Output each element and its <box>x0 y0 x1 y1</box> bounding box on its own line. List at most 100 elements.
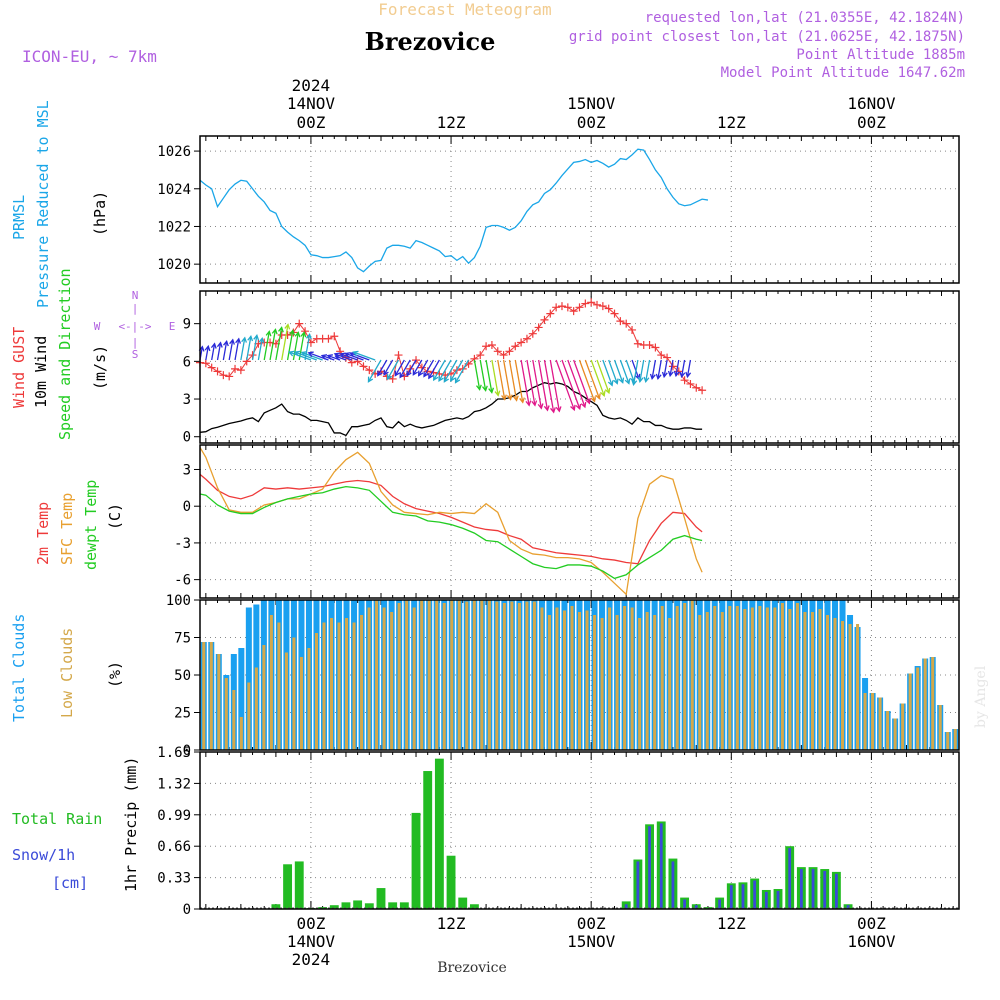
bottom-time-label: 12Z <box>437 914 466 933</box>
snow-bar <box>753 880 757 909</box>
y-tick-label: 1024 <box>157 182 191 198</box>
low-cloud-bar <box>645 612 649 750</box>
wind-arrow-head <box>631 379 638 386</box>
gust-marker <box>569 307 578 316</box>
location-title: Brezovice <box>365 27 496 56</box>
gust-marker <box>353 357 362 366</box>
wind-arrow <box>394 359 405 376</box>
total-cloud-bar <box>245 607 252 750</box>
gust-marker <box>522 334 531 343</box>
low-cloud-bar <box>314 633 318 750</box>
gust-marker <box>633 339 642 348</box>
y-tick-label: -6 <box>174 573 191 589</box>
wind-arrow-head <box>604 387 611 395</box>
wind-arrow-head <box>377 370 383 377</box>
snow-bar <box>718 899 722 909</box>
wind-arrow-head <box>543 405 550 412</box>
wind-arrow-head <box>406 370 412 377</box>
wind-arrow-head <box>418 370 424 377</box>
wind-arrow-head <box>288 350 295 357</box>
low-cloud-bar <box>901 703 905 750</box>
low-cloud-bar <box>593 615 597 750</box>
temp-dew-label: dewpt Temp <box>82 480 100 570</box>
wind-arrow <box>651 359 657 379</box>
rain-bar <box>423 771 433 909</box>
y-tick-label: 100 <box>166 593 191 609</box>
rain-bar <box>703 907 713 909</box>
wind-arrow-head <box>305 333 312 340</box>
low-cloud-bar <box>337 622 341 750</box>
total-cloud-bar <box>238 648 245 750</box>
low-cloud-bar <box>946 732 950 750</box>
wind-arrow-head <box>537 403 544 410</box>
compass-bar-top: | <box>132 302 139 315</box>
rain-bar <box>376 888 386 909</box>
compass-e: E <box>169 320 176 333</box>
gust-marker <box>213 367 222 376</box>
y-tick-label: 3 <box>183 462 191 478</box>
rain-bar <box>446 855 456 909</box>
wind-arrow <box>514 359 524 403</box>
low-cloud-bar <box>284 652 288 750</box>
wind-arrow-head <box>649 373 656 381</box>
gust-marker <box>563 303 572 312</box>
low-cloud-bar <box>435 600 439 750</box>
compass-w: W <box>94 320 101 333</box>
snow-bar <box>683 899 686 909</box>
rain-bar <box>434 758 444 909</box>
rain-bar <box>411 812 421 909</box>
low-cloud-bar <box>916 667 920 750</box>
wind-arrow-head <box>580 401 587 409</box>
gust-marker <box>517 338 526 347</box>
wind-speed-line <box>199 382 703 437</box>
wind-arrow <box>428 359 440 379</box>
wind-arrow-head <box>599 390 606 397</box>
wind-arrow <box>386 359 400 380</box>
wind-arrow <box>345 352 364 361</box>
wind-arrow-head <box>519 397 525 404</box>
wind-arrow-head <box>607 380 614 387</box>
low-cloud-bar <box>420 600 424 750</box>
gust-marker <box>552 303 561 312</box>
wind-gust-label: Wind GUST <box>10 327 28 408</box>
y-tick-label: 1.65 <box>157 745 191 761</box>
wind-arrow-head <box>229 338 235 345</box>
y-tick-label: 1022 <box>157 219 191 235</box>
wind-arrow-head <box>326 354 333 360</box>
wind-arrow-head <box>512 395 519 402</box>
panel-frame <box>199 444 960 599</box>
wind-arrow-head <box>637 376 644 384</box>
wind-arrow-head <box>216 341 223 348</box>
gust-marker <box>616 317 625 326</box>
wind-arrow <box>292 332 299 361</box>
rain-bar <box>458 897 468 909</box>
gust-marker <box>657 351 666 360</box>
low-cloud-bar <box>690 600 694 750</box>
point-altitude: Point Altitude 1885m <box>796 47 965 63</box>
wind-arrow <box>289 351 312 361</box>
low-cloud-bar <box>765 607 769 750</box>
wind-arrow-head <box>590 396 596 403</box>
wind-arrow-head <box>352 350 359 357</box>
top-time-label: 00Z <box>857 113 886 132</box>
wind-arrow <box>479 359 487 391</box>
wind-arrow <box>353 351 376 361</box>
wind-arrow <box>596 359 610 394</box>
low-cloud-bar <box>487 600 491 750</box>
low-cloud-bar <box>382 607 386 750</box>
low-cloud-bar <box>953 729 957 750</box>
low-cloud-bar <box>683 603 687 750</box>
wind-arrow-head <box>204 344 211 352</box>
low-cloud-bar <box>517 603 521 750</box>
bottom-year-label: 2024 <box>292 950 331 969</box>
top-date-label: 16NOV <box>847 94 896 113</box>
wind-arrow <box>561 359 581 410</box>
wind-arrow <box>383 359 394 376</box>
gust-marker <box>680 376 689 385</box>
compass-bar-bottom: | <box>132 336 139 349</box>
low-cloud-bar <box>465 601 469 750</box>
wind-arrow-head <box>271 328 278 335</box>
low-cloud-bar <box>705 612 709 750</box>
wind-arrow-head <box>386 374 393 381</box>
low-cloud-bar <box>750 607 754 750</box>
